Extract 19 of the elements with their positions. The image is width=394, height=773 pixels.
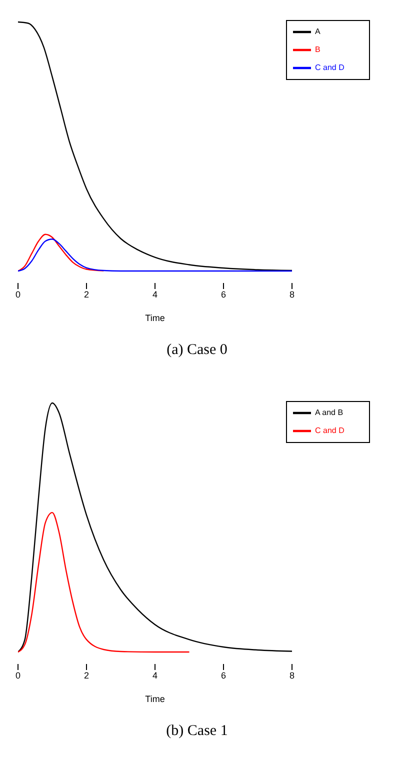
legend-label: C and D [315,426,344,436]
x-tick-label: 0 [15,289,21,300]
x-axis-title: Time [145,694,165,704]
x-tick-label: 2 [84,670,90,680]
legend-label: A [315,27,320,36]
x-axis-title: Time [145,313,165,323]
legend-label: C and D [315,63,344,72]
x-tick-label: 2 [84,289,90,300]
x-tick-label: 4 [152,670,158,680]
text: (b) Case 1 [165,723,229,740]
x-tick-label: 6 [220,289,226,300]
x-tick-label: 6 [220,670,226,680]
legend-label: A and B [315,408,344,418]
x-tick-label: 4 [152,289,158,300]
legend-label: B [315,45,320,54]
x-tick-label: 8 [289,289,295,300]
x-tick-label: 8 [289,670,295,680]
text: (a) Case 0 [166,342,228,359]
x-tick-label: 0 [15,670,21,680]
